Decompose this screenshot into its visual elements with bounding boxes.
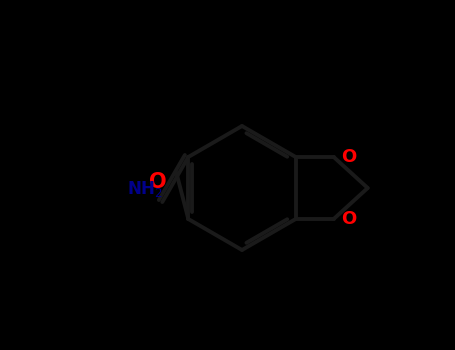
Text: NH$_2$: NH$_2$ [126, 180, 162, 200]
Text: O: O [341, 210, 356, 228]
Text: O: O [150, 172, 167, 192]
Text: O: O [341, 148, 356, 166]
